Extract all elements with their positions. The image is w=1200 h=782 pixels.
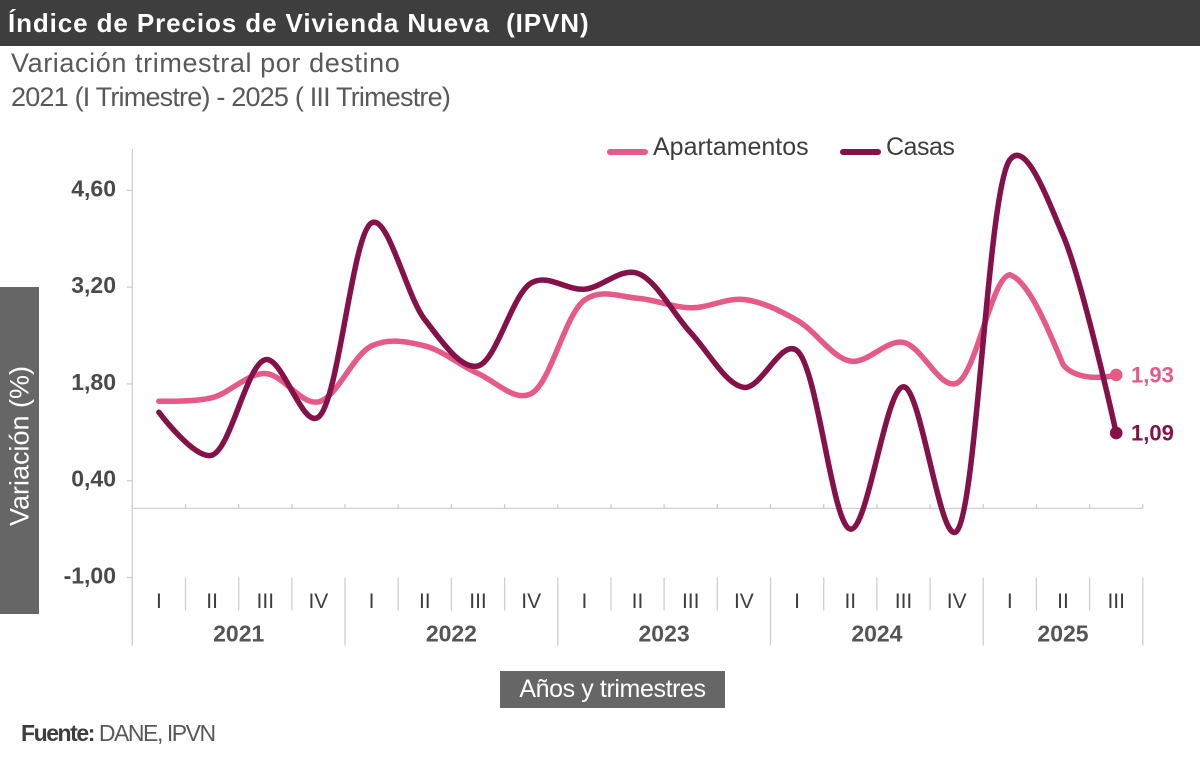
svg-text:3,20: 3,20 <box>71 272 116 298</box>
svg-text:III: III <box>895 590 913 613</box>
svg-text:III: III <box>469 590 487 613</box>
svg-text:2021: 2021 <box>213 621 264 647</box>
svg-text:2025: 2025 <box>1037 621 1088 647</box>
svg-text:1,80: 1,80 <box>71 369 116 395</box>
svg-text:III: III <box>682 590 700 613</box>
svg-text:II: II <box>632 590 644 613</box>
svg-text:I: I <box>369 590 375 613</box>
svg-text:4,60: 4,60 <box>71 175 116 201</box>
svg-text:I: I <box>794 590 800 613</box>
svg-text:II: II <box>1057 590 1069 613</box>
svg-text:2022: 2022 <box>426 621 477 647</box>
svg-text:1,93: 1,93 <box>1131 362 1174 387</box>
svg-text:II: II <box>206 590 218 613</box>
svg-text:II: II <box>844 590 856 613</box>
svg-text:III: III <box>257 590 275 613</box>
svg-text:2024: 2024 <box>851 621 902 647</box>
svg-text:0,40: 0,40 <box>71 466 116 492</box>
svg-text:III: III <box>1107 590 1125 613</box>
svg-text:2023: 2023 <box>639 621 690 647</box>
svg-text:I: I <box>1007 590 1013 613</box>
svg-text:IV: IV <box>308 590 328 613</box>
svg-text:1,09: 1,09 <box>1131 421 1174 446</box>
svg-text:I: I <box>156 590 162 613</box>
svg-text:IV: IV <box>947 590 967 613</box>
svg-text:IV: IV <box>734 590 754 613</box>
svg-text:-1,00: -1,00 <box>64 563 116 589</box>
svg-text:IV: IV <box>521 590 541 613</box>
svg-text:II: II <box>419 590 431 613</box>
svg-text:I: I <box>581 590 587 613</box>
